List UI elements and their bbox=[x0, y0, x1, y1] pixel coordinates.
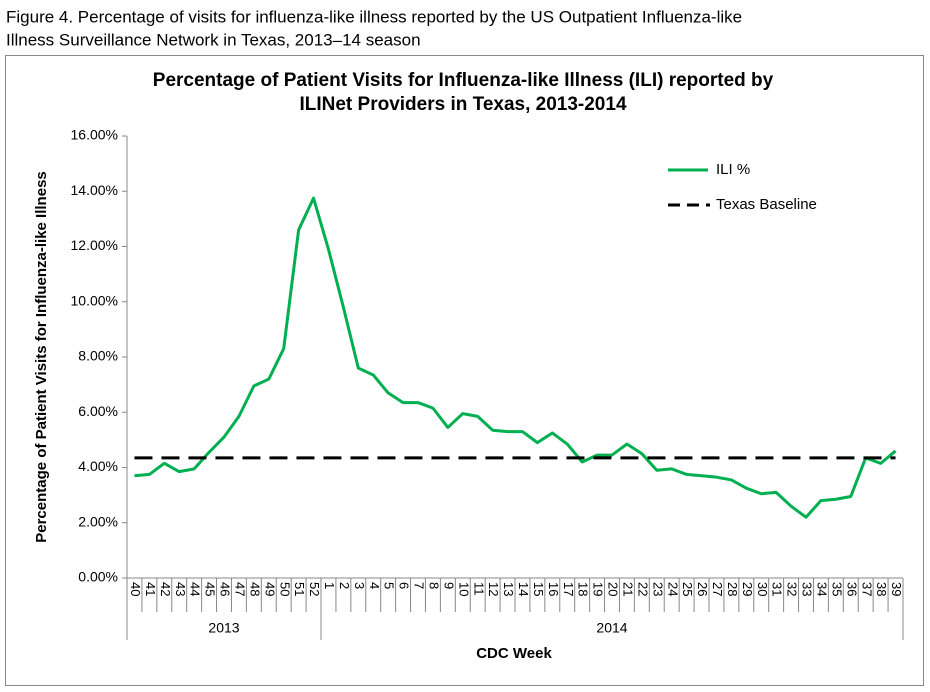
x-tick-label: 47 bbox=[232, 582, 247, 596]
x-tick-label: 15 bbox=[531, 582, 546, 596]
x-tick-label: 51 bbox=[292, 582, 307, 596]
x-tick-label: 33 bbox=[800, 582, 815, 596]
x-tick-label: 37 bbox=[859, 582, 874, 596]
y-tick-label: 8.00% bbox=[78, 348, 118, 364]
x-tick-label: 3 bbox=[352, 582, 367, 589]
x-tick-label: 41 bbox=[143, 582, 158, 596]
x-tick-label: 8 bbox=[426, 582, 441, 589]
x-tick-label: 5 bbox=[382, 582, 397, 589]
x-tick-label: 14 bbox=[516, 582, 531, 596]
x-tick-label: 9 bbox=[441, 582, 456, 589]
x-axis-label: CDC Week bbox=[476, 645, 552, 662]
y-tick-label: 4.00% bbox=[78, 458, 118, 474]
x-tick-label: 16 bbox=[546, 582, 561, 596]
x-tick-label: 42 bbox=[158, 582, 173, 596]
y-tick-label: 2.00% bbox=[78, 513, 118, 529]
y-tick-label: 12.00% bbox=[71, 237, 118, 253]
x-tick-label: 52 bbox=[307, 582, 322, 596]
x-tick-label: 46 bbox=[218, 582, 233, 596]
x-tick-label: 1 bbox=[322, 582, 337, 589]
x-tick-label: 11 bbox=[471, 582, 486, 596]
legend-label: ILI % bbox=[716, 161, 750, 178]
x-group-label: 2014 bbox=[596, 620, 627, 636]
x-tick-label: 22 bbox=[635, 582, 650, 596]
x-tick-label: 32 bbox=[785, 582, 800, 596]
legend-label: Texas Baseline bbox=[716, 196, 817, 213]
x-tick-label: 4 bbox=[367, 582, 382, 589]
y-axis-label: Percentage of Patient Visits for Influen… bbox=[33, 171, 50, 543]
x-tick-label: 39 bbox=[889, 582, 904, 596]
x-tick-label: 24 bbox=[665, 582, 680, 596]
y-tick-label: 0.00% bbox=[78, 569, 118, 585]
x-tick-label: 44 bbox=[188, 582, 203, 596]
x-tick-label: 48 bbox=[247, 582, 262, 596]
x-tick-label: 34 bbox=[814, 582, 829, 596]
x-tick-label: 45 bbox=[203, 582, 218, 596]
ili-line bbox=[134, 196, 897, 519]
x-group-label: 2013 bbox=[208, 620, 239, 636]
x-tick-label: 35 bbox=[829, 582, 844, 596]
x-tick-label: 19 bbox=[591, 582, 606, 596]
x-tick-label: 17 bbox=[561, 582, 576, 596]
chart-title: Percentage of Patient Visits for Influen… bbox=[153, 70, 774, 91]
x-tick-label: 29 bbox=[740, 582, 755, 596]
x-tick-label: 38 bbox=[874, 582, 889, 596]
x-tick-label: 13 bbox=[501, 582, 516, 596]
y-tick-label: 6.00% bbox=[78, 403, 118, 419]
x-tick-label: 50 bbox=[277, 582, 292, 596]
x-tick-label: 25 bbox=[680, 582, 695, 596]
x-tick-label: 7 bbox=[412, 582, 427, 589]
figure-caption: Figure 4. Percentage of visits for influ… bbox=[6, 7, 742, 26]
x-tick-label: 10 bbox=[456, 582, 471, 596]
x-tick-label: 20 bbox=[606, 582, 621, 596]
x-tick-label: 26 bbox=[695, 582, 710, 596]
chart-title: ILINet Providers in Texas, 2013-2014 bbox=[299, 94, 626, 115]
x-tick-label: 18 bbox=[576, 582, 591, 596]
y-tick-label: 16.00% bbox=[71, 127, 118, 143]
x-tick-label: 30 bbox=[755, 582, 770, 596]
x-tick-label: 40 bbox=[128, 582, 143, 596]
x-tick-label: 12 bbox=[486, 582, 501, 596]
x-tick-label: 36 bbox=[844, 582, 859, 596]
y-tick-label: 14.00% bbox=[71, 182, 118, 198]
x-tick-label: 23 bbox=[650, 582, 665, 596]
x-tick-label: 27 bbox=[710, 582, 725, 596]
x-tick-label: 6 bbox=[397, 582, 412, 589]
figure-caption: Illness Surveillance Network in Texas, 2… bbox=[6, 30, 421, 49]
chart-frame bbox=[5, 55, 924, 686]
x-tick-label: 31 bbox=[770, 582, 785, 596]
y-tick-label: 10.00% bbox=[71, 292, 118, 308]
x-tick-label: 21 bbox=[620, 582, 635, 596]
x-tick-label: 49 bbox=[262, 582, 277, 596]
x-tick-label: 43 bbox=[173, 582, 188, 596]
x-tick-label: 28 bbox=[725, 582, 740, 596]
x-tick-label: 2 bbox=[337, 582, 352, 589]
